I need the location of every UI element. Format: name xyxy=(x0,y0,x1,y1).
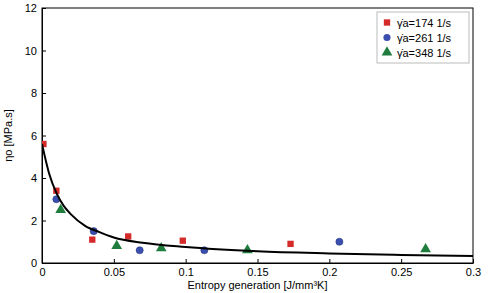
tick: 8 xyxy=(31,87,46,99)
tick-label: 4 xyxy=(31,172,37,184)
tick: 12 xyxy=(25,2,46,14)
point xyxy=(111,240,122,249)
tick-mark xyxy=(42,263,46,264)
tick-mark xyxy=(42,136,46,137)
legend-marker xyxy=(382,46,393,55)
legend: γ̇a=174 1/s γ̇a=261 1/s γ̇a=348 1/s xyxy=(377,12,469,63)
y-axis: 0 2 4 6 8 10 12 xyxy=(25,2,46,269)
legend-marker xyxy=(384,19,390,25)
tick: 0.1 xyxy=(179,259,194,278)
tick-label: 0 xyxy=(31,257,37,269)
tick: 0 xyxy=(31,257,46,269)
tick: 0.2 xyxy=(322,259,337,278)
point xyxy=(420,243,431,252)
tick-label: 0.2 xyxy=(322,266,337,278)
tick-mark xyxy=(114,259,115,263)
tick-mark xyxy=(258,259,259,263)
fit-line xyxy=(42,144,473,256)
legend-label: γ̇a=348 1/s xyxy=(397,47,452,59)
tick-mark xyxy=(42,8,46,9)
tick: 4 xyxy=(31,172,46,184)
tick: 0.05 xyxy=(104,259,125,278)
tick: 0.15 xyxy=(247,259,268,278)
marks xyxy=(42,141,473,256)
tick-label: 10 xyxy=(25,45,37,57)
tick-mark xyxy=(401,259,402,263)
legend-box xyxy=(377,12,469,63)
tick-mark xyxy=(186,259,187,263)
tick-label: 12 xyxy=(25,2,37,14)
axis-line xyxy=(43,263,474,264)
tick-mark xyxy=(42,178,46,179)
tick: 6 xyxy=(31,130,46,142)
tick-label: 0.1 xyxy=(179,266,194,278)
tick-label: 8 xyxy=(31,87,37,99)
tick-label: 6 xyxy=(31,130,37,142)
tick-mark xyxy=(329,259,330,263)
tick-label: 0.05 xyxy=(104,266,125,278)
tick-label: 0.3 xyxy=(466,266,481,278)
point xyxy=(136,247,143,254)
tick: 0.3 xyxy=(466,259,481,278)
tick: 10 xyxy=(25,45,46,57)
tick: 2 xyxy=(31,215,46,227)
point xyxy=(336,238,343,245)
chart: 0 0.05 0.1 0.15 0.2 0.25 0.3 0 2 4 6 8 10 12 γ̇a=174 1… xyxy=(0,0,500,293)
point xyxy=(180,238,186,244)
point xyxy=(89,236,95,242)
point xyxy=(287,241,293,247)
x-axis: 0 0.05 0.1 0.15 0.2 0.25 0.3 xyxy=(39,259,481,278)
legend-label: γ̇a=174 1/s xyxy=(397,17,452,29)
x-axis-title: Entropy generation [J/mm³K] xyxy=(187,279,327,291)
tick-mark xyxy=(42,51,46,52)
point xyxy=(125,233,131,239)
legend-label: γ̇a=261 1/s xyxy=(397,32,452,44)
tick-label: 0 xyxy=(39,266,45,278)
plot-frame xyxy=(42,8,473,263)
tick-label: 0.25 xyxy=(391,266,412,278)
point xyxy=(156,242,167,251)
tick-mark xyxy=(42,221,46,222)
plot-area: 0 0.05 0.1 0.15 0.2 0.25 0.3 0 2 4 6 8 10 12 γ̇a=174 1… xyxy=(25,2,481,278)
tick-mark xyxy=(42,93,46,94)
tick: 0.25 xyxy=(391,259,412,278)
tick-label: 2 xyxy=(31,215,37,227)
tick-label: 0.15 xyxy=(247,266,268,278)
y-axis-title: ηo [MPa.s] xyxy=(2,109,14,162)
tick-mark xyxy=(473,259,474,263)
legend-marker xyxy=(383,34,390,41)
